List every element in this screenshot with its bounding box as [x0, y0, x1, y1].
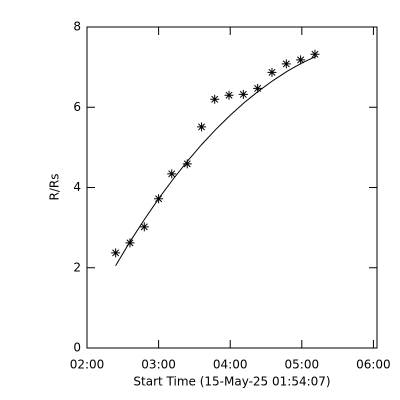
data-point: [125, 238, 135, 248]
data-point: [111, 248, 121, 258]
x-tick-label: 05:00: [285, 358, 320, 372]
data-point: [224, 90, 234, 100]
x-tick-label: 03:00: [141, 358, 176, 372]
x-tick-label: 02:00: [70, 358, 105, 372]
data-point: [253, 83, 263, 93]
data-point: [281, 59, 291, 69]
y-tick-label: 2: [73, 260, 81, 274]
x-axis-label: Start Time (15-May-25 01:54:07): [133, 375, 330, 389]
y-tick-label: 8: [73, 20, 81, 34]
y-axis-label: R/Rs: [48, 174, 62, 201]
y-tick-label: 0: [73, 341, 81, 355]
x-tick-label: 04:00: [213, 358, 248, 372]
data-point: [197, 122, 207, 132]
y-tick-label: 6: [73, 100, 81, 114]
y-tick-label: 4: [73, 180, 81, 194]
data-point: [167, 169, 177, 179]
data-point: [238, 89, 248, 99]
data-point: [267, 67, 277, 77]
data-point: [210, 94, 220, 104]
fit-line: [115, 55, 317, 266]
data-point: [296, 55, 306, 65]
data-point: [139, 222, 149, 232]
data-point: [310, 49, 320, 59]
data-point: [182, 159, 192, 169]
x-tick-label: 06:00: [356, 358, 391, 372]
